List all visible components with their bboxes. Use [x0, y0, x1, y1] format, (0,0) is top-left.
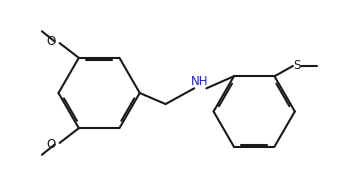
- Text: O: O: [47, 35, 56, 48]
- Text: S: S: [293, 59, 300, 72]
- Text: O: O: [47, 138, 56, 151]
- Text: NH: NH: [191, 75, 208, 88]
